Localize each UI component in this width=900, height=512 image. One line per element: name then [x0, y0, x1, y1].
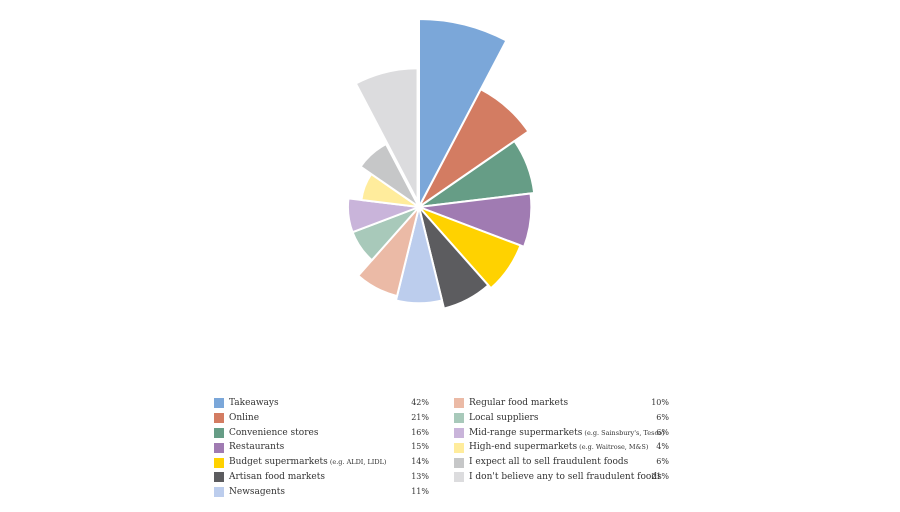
- legend-label: Artisan food markets: [229, 470, 325, 485]
- legend-item: Mid-range supermarkets (e.g. Sainsbury's…: [454, 426, 669, 441]
- legend-label-text: Budget supermarkets: [229, 457, 328, 468]
- legend-swatch: [214, 427, 224, 438]
- legend-label-text: I expect all to sell fraudulent foods: [469, 457, 629, 468]
- legend-label-text: Convenience stores: [229, 427, 319, 438]
- legend-label: Local suppliers: [469, 411, 538, 426]
- legend-swatch: [214, 487, 224, 498]
- legend-label-note: (e.g. ALDI, LIDL): [327, 458, 387, 467]
- pie-slice: [357, 206, 420, 298]
- pie-slice: [354, 67, 419, 203]
- legend-label-note: (e.g. Waitrose, M&S): [577, 443, 649, 452]
- legend-value: 10%: [651, 398, 669, 407]
- legend-value: 42%: [411, 398, 429, 407]
- legend-label-text: Takeaways: [229, 398, 279, 408]
- legend-swatch: [454, 457, 464, 468]
- pie-slice: [346, 197, 420, 234]
- pie-slice: [418, 88, 530, 208]
- legend-swatch: [214, 457, 224, 468]
- pie-slice: [359, 143, 420, 208]
- legend-right-column: Regular food markets 10% Local suppliers 6%…: [454, 396, 669, 485]
- legend-label-text: Regular food markets: [469, 398, 569, 408]
- legend-label-text: I don't believe any to sell fraudulent f…: [469, 471, 662, 482]
- pie-slice: [394, 206, 444, 305]
- legend-value: 6%: [656, 427, 669, 437]
- pie-slice: [418, 192, 533, 248]
- legend-value: 13%: [411, 471, 429, 481]
- legend-item: Regular food markets 10%: [454, 396, 669, 411]
- legend-item: Budget supermarkets (e.g. ALDI, LIDL) 14%: [214, 455, 429, 470]
- pie-slice: [418, 140, 536, 208]
- legend-value: 4%: [656, 442, 669, 452]
- legend-label: Newsagents: [229, 485, 285, 500]
- legend-swatch: [454, 442, 464, 453]
- legend-swatch: [454, 472, 464, 483]
- legend-label-text: Newsagents: [229, 486, 286, 497]
- pie-slice: [418, 18, 508, 208]
- legend-item: I expect all to sell fraudulent foods 6%: [454, 455, 669, 470]
- legend-left-column: Takeaways 42% Online 21% Convenience stores 1…: [214, 396, 429, 500]
- legend-label-text: Restaurants: [229, 442, 285, 453]
- legend-label: I expect all to sell fraudulent foods: [469, 455, 628, 470]
- legend-swatch: [214, 472, 224, 483]
- legend-swatch: [454, 398, 464, 409]
- legend-item: Local suppliers 6%: [454, 411, 669, 426]
- legend-swatch: [214, 398, 224, 409]
- legend-label: Online: [229, 411, 259, 426]
- legend-item: Newsagents 11%: [214, 485, 429, 500]
- legend-value: 6%: [656, 457, 669, 467]
- legend-item: Convenience stores 16%: [214, 426, 429, 441]
- legend-value: 21%: [411, 412, 429, 422]
- pie-chart: [346, 18, 536, 310]
- legend-label: Budget supermarkets (e.g. ALDI, LIDL): [229, 455, 386, 470]
- legend-label-text: High-end supermarkets: [469, 442, 578, 453]
- pie-slice: [418, 206, 522, 290]
- legend-item: Restaurants 15%: [214, 440, 429, 455]
- legend-swatch: [214, 442, 224, 453]
- legend-value: 11%: [411, 486, 429, 496]
- legend-label: High-end supermarkets (e.g. Waitrose, M&…: [469, 440, 648, 455]
- legend-value: 14%: [411, 457, 429, 467]
- legend-value: 6%: [656, 412, 669, 422]
- legend-swatch: [454, 413, 464, 424]
- legend-value: 15%: [411, 442, 429, 452]
- legend-label-text: Mid-range supermarkets: [469, 427, 583, 438]
- chart-area: [346, 18, 536, 310]
- legend-swatch: [214, 413, 224, 424]
- legend-label: Takeaways: [229, 396, 279, 411]
- legend-value: 16%: [411, 427, 429, 437]
- legend-label-note: (e.g. Sainsbury's, Tesco): [582, 428, 665, 437]
- legend-item: Takeaways 42%: [214, 396, 429, 411]
- legend-swatch: [454, 427, 464, 438]
- legend-label: Regular food markets: [469, 396, 568, 411]
- pie-slice: [418, 206, 490, 310]
- legend-item: Artisan food markets 13%: [214, 470, 429, 485]
- legend-value: 21%: [651, 471, 669, 481]
- legend-item: I don't believe any to sell fraudulent f…: [454, 470, 669, 485]
- legend-item: Online 21%: [214, 411, 429, 426]
- legend-label-text: Online: [229, 412, 260, 423]
- legend-label: Convenience stores: [229, 426, 318, 441]
- legend-label: Restaurants: [229, 440, 284, 455]
- legend-label: Mid-range supermarkets (e.g. Sainsbury's…: [469, 426, 665, 441]
- legend-label-text: Local suppliers: [469, 412, 539, 423]
- legend-label: I don't believe any to sell fraudulent f…: [469, 470, 662, 485]
- legend-label-text: Artisan food markets: [229, 471, 325, 482]
- legend-item: High-end supermarkets (e.g. Waitrose, M&…: [454, 440, 669, 455]
